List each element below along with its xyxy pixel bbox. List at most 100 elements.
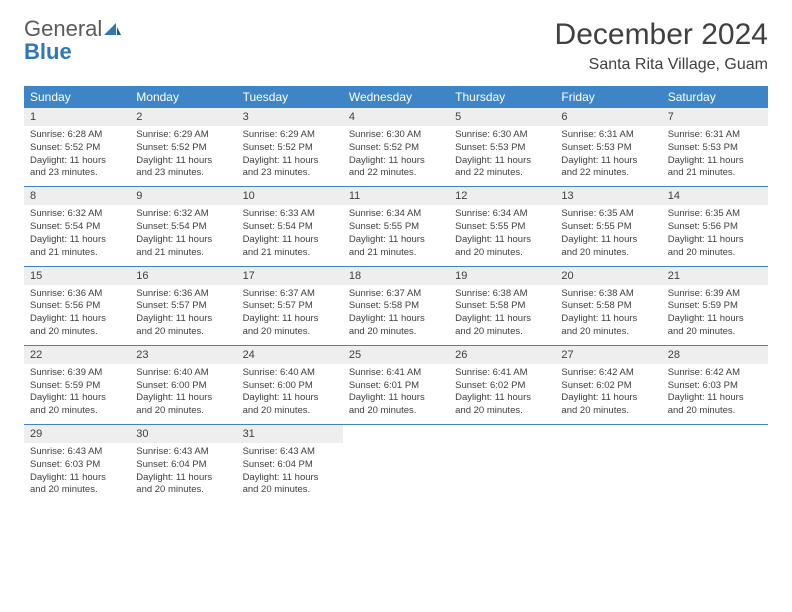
calendar-day-cell: 22Sunrise: 6:39 AMSunset: 5:59 PMDayligh… [24, 346, 130, 424]
calendar-week-row: 1Sunrise: 6:28 AMSunset: 5:52 PMDaylight… [24, 108, 768, 187]
day-details: Sunrise: 6:41 AMSunset: 6:01 PMDaylight:… [343, 364, 449, 424]
logo: GeneralBlue [24, 18, 122, 63]
calendar-day-cell: .. [555, 425, 661, 503]
location: Santa Rita Village, Guam [555, 56, 768, 74]
calendar-day-cell: 25Sunrise: 6:41 AMSunset: 6:01 PMDayligh… [343, 346, 449, 424]
weekday-header: Friday [555, 86, 661, 108]
calendar-day-cell: 30Sunrise: 6:43 AMSunset: 6:04 PMDayligh… [130, 425, 236, 503]
day-number: 3 [237, 108, 343, 126]
day-details: Sunrise: 6:33 AMSunset: 5:54 PMDaylight:… [237, 205, 343, 265]
calendar-day-cell: 9Sunrise: 6:32 AMSunset: 5:54 PMDaylight… [130, 187, 236, 265]
day-number: 20 [555, 267, 661, 285]
calendar-day-cell: 8Sunrise: 6:32 AMSunset: 5:54 PMDaylight… [24, 187, 130, 265]
day-number: 12 [449, 187, 555, 205]
logo-sail-icon [102, 19, 122, 41]
logo-text: GeneralBlue [24, 18, 122, 63]
day-number: 2 [130, 108, 236, 126]
calendar-day-cell: 24Sunrise: 6:40 AMSunset: 6:00 PMDayligh… [237, 346, 343, 424]
calendar-day-cell: .. [343, 425, 449, 503]
day-details: Sunrise: 6:38 AMSunset: 5:58 PMDaylight:… [555, 285, 661, 345]
day-details: Sunrise: 6:32 AMSunset: 5:54 PMDaylight:… [24, 205, 130, 265]
calendar-day-cell: 10Sunrise: 6:33 AMSunset: 5:54 PMDayligh… [237, 187, 343, 265]
day-number: 27 [555, 346, 661, 364]
calendar-day-cell: 5Sunrise: 6:30 AMSunset: 5:53 PMDaylight… [449, 108, 555, 186]
day-details: Sunrise: 6:34 AMSunset: 5:55 PMDaylight:… [449, 205, 555, 265]
day-number: 28 [662, 346, 768, 364]
weekday-header: Saturday [662, 86, 768, 108]
calendar-day-cell: 21Sunrise: 6:39 AMSunset: 5:59 PMDayligh… [662, 267, 768, 345]
calendar-page: GeneralBlue December 2024 Santa Rita Vil… [0, 0, 792, 521]
day-details: Sunrise: 6:31 AMSunset: 5:53 PMDaylight:… [555, 126, 661, 186]
day-details: Sunrise: 6:42 AMSunset: 6:03 PMDaylight:… [662, 364, 768, 424]
calendar-day-cell: 26Sunrise: 6:41 AMSunset: 6:02 PMDayligh… [449, 346, 555, 424]
day-number: 25 [343, 346, 449, 364]
title-block: December 2024 Santa Rita Village, Guam [555, 18, 768, 74]
calendar-day-cell: 13Sunrise: 6:35 AMSunset: 5:55 PMDayligh… [555, 187, 661, 265]
day-number: 16 [130, 267, 236, 285]
calendar-week-row: 15Sunrise: 6:36 AMSunset: 5:56 PMDayligh… [24, 267, 768, 346]
day-number: 29 [24, 425, 130, 443]
day-details: Sunrise: 6:43 AMSunset: 6:04 PMDaylight:… [237, 443, 343, 503]
weekday-header: Monday [130, 86, 236, 108]
calendar-day-cell: 28Sunrise: 6:42 AMSunset: 6:03 PMDayligh… [662, 346, 768, 424]
day-number: 13 [555, 187, 661, 205]
day-number: 1 [24, 108, 130, 126]
day-details: Sunrise: 6:43 AMSunset: 6:03 PMDaylight:… [24, 443, 130, 503]
calendar-day-cell: 14Sunrise: 6:35 AMSunset: 5:56 PMDayligh… [662, 187, 768, 265]
day-details: Sunrise: 6:29 AMSunset: 5:52 PMDaylight:… [130, 126, 236, 186]
day-number: 4 [343, 108, 449, 126]
calendar-day-cell: 18Sunrise: 6:37 AMSunset: 5:58 PMDayligh… [343, 267, 449, 345]
day-number: 30 [130, 425, 236, 443]
day-details: Sunrise: 6:30 AMSunset: 5:52 PMDaylight:… [343, 126, 449, 186]
day-details: Sunrise: 6:43 AMSunset: 6:04 PMDaylight:… [130, 443, 236, 503]
weekday-header: Wednesday [343, 86, 449, 108]
day-details: Sunrise: 6:31 AMSunset: 5:53 PMDaylight:… [662, 126, 768, 186]
day-details: Sunrise: 6:28 AMSunset: 5:52 PMDaylight:… [24, 126, 130, 186]
calendar-day-cell: .. [449, 425, 555, 503]
day-details: Sunrise: 6:37 AMSunset: 5:58 PMDaylight:… [343, 285, 449, 345]
calendar-day-cell: 2Sunrise: 6:29 AMSunset: 5:52 PMDaylight… [130, 108, 236, 186]
calendar-day-cell: 29Sunrise: 6:43 AMSunset: 6:03 PMDayligh… [24, 425, 130, 503]
day-number: 31 [237, 425, 343, 443]
day-details: Sunrise: 6:41 AMSunset: 6:02 PMDaylight:… [449, 364, 555, 424]
day-number: 15 [24, 267, 130, 285]
weekday-header-row: Sunday Monday Tuesday Wednesday Thursday… [24, 86, 768, 108]
weekday-header: Tuesday [237, 86, 343, 108]
day-number: 8 [24, 187, 130, 205]
calendar-day-cell: 12Sunrise: 6:34 AMSunset: 5:55 PMDayligh… [449, 187, 555, 265]
day-number: 22 [24, 346, 130, 364]
calendar-week-row: 22Sunrise: 6:39 AMSunset: 5:59 PMDayligh… [24, 346, 768, 425]
calendar-day-cell: 3Sunrise: 6:29 AMSunset: 5:52 PMDaylight… [237, 108, 343, 186]
calendar-day-cell: 7Sunrise: 6:31 AMSunset: 5:53 PMDaylight… [662, 108, 768, 186]
day-details: Sunrise: 6:36 AMSunset: 5:57 PMDaylight:… [130, 285, 236, 345]
calendar-day-cell: .. [662, 425, 768, 503]
day-number: 24 [237, 346, 343, 364]
day-details: Sunrise: 6:39 AMSunset: 5:59 PMDaylight:… [662, 285, 768, 345]
day-details: Sunrise: 6:30 AMSunset: 5:53 PMDaylight:… [449, 126, 555, 186]
day-details: Sunrise: 6:38 AMSunset: 5:58 PMDaylight:… [449, 285, 555, 345]
calendar-week-row: 8Sunrise: 6:32 AMSunset: 5:54 PMDaylight… [24, 187, 768, 266]
day-details: Sunrise: 6:40 AMSunset: 6:00 PMDaylight:… [130, 364, 236, 424]
calendar-day-cell: 20Sunrise: 6:38 AMSunset: 5:58 PMDayligh… [555, 267, 661, 345]
day-number: 6 [555, 108, 661, 126]
day-number: 21 [662, 267, 768, 285]
calendar-day-cell: 16Sunrise: 6:36 AMSunset: 5:57 PMDayligh… [130, 267, 236, 345]
calendar-day-cell: 19Sunrise: 6:38 AMSunset: 5:58 PMDayligh… [449, 267, 555, 345]
calendar-grid: 1Sunrise: 6:28 AMSunset: 5:52 PMDaylight… [24, 108, 768, 503]
day-number: 11 [343, 187, 449, 205]
day-details: Sunrise: 6:40 AMSunset: 6:00 PMDaylight:… [237, 364, 343, 424]
day-number: 14 [662, 187, 768, 205]
day-number: 9 [130, 187, 236, 205]
calendar-day-cell: 27Sunrise: 6:42 AMSunset: 6:02 PMDayligh… [555, 346, 661, 424]
month-title: December 2024 [555, 18, 768, 52]
day-details: Sunrise: 6:34 AMSunset: 5:55 PMDaylight:… [343, 205, 449, 265]
logo-word2: Blue [24, 39, 72, 64]
day-number: 17 [237, 267, 343, 285]
calendar-day-cell: 15Sunrise: 6:36 AMSunset: 5:56 PMDayligh… [24, 267, 130, 345]
logo-word1: General [24, 16, 102, 41]
calendar-day-cell: 31Sunrise: 6:43 AMSunset: 6:04 PMDayligh… [237, 425, 343, 503]
day-details: Sunrise: 6:35 AMSunset: 5:56 PMDaylight:… [662, 205, 768, 265]
day-number: 10 [237, 187, 343, 205]
calendar-day-cell: 1Sunrise: 6:28 AMSunset: 5:52 PMDaylight… [24, 108, 130, 186]
day-details: Sunrise: 6:35 AMSunset: 5:55 PMDaylight:… [555, 205, 661, 265]
